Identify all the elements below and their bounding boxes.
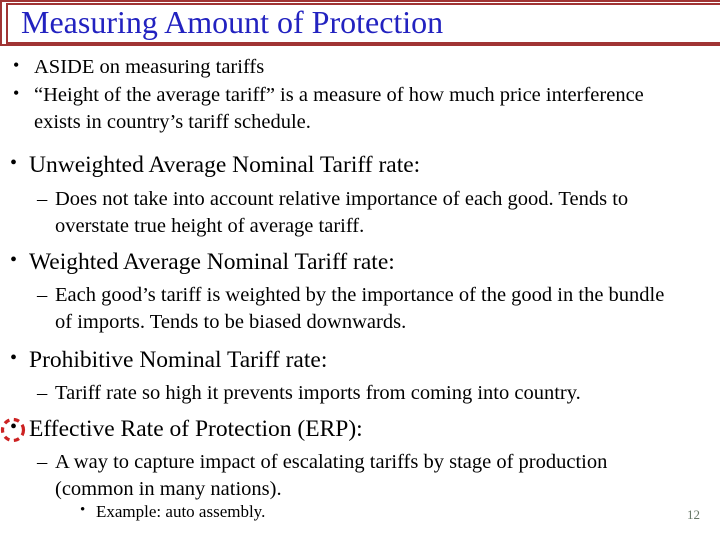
heading-erp-text: Effective Rate of Protection (ERP): (29, 416, 363, 442)
heading-weighted: • Weighted Average Nominal Tariff rate: (10, 247, 709, 278)
example-text: Example: auto assembly. (96, 502, 266, 521)
bullet-icon: • (10, 249, 18, 271)
example-bullet: • Example: auto assembly. (80, 501, 656, 523)
heading-erp: • Effective Rate of Protection (ERP): (10, 414, 709, 445)
dash-icon: – (37, 382, 48, 404)
heading-prohibitive: • Prohibitive Nominal Tariff rate: (10, 345, 709, 376)
dash-icon: – (37, 284, 48, 306)
detail-prohibitive-text: Tariff rate so high it prevents imports … (55, 382, 581, 404)
title-outer-border (0, 0, 720, 46)
bullet-icon: • (13, 83, 20, 103)
detail-unweighted: – Does not take into account relative im… (37, 186, 677, 240)
bullet-aside-text: ASIDE on measuring tariffs (34, 56, 265, 78)
detail-weighted: – Each good’s tariff is weighted by the … (37, 282, 677, 336)
bullet-icon: • (10, 152, 18, 174)
bullet-icon: • (80, 502, 86, 518)
detail-weighted-text: Each good’s tariff is weighted by the im… (55, 284, 665, 334)
dash-icon: – (37, 188, 48, 210)
heading-weighted-text: Weighted Average Nominal Tariff rate: (29, 249, 395, 275)
heading-unweighted-text: Unweighted Average Nominal Tariff rate: (29, 152, 421, 178)
bullet-icon: • (10, 347, 18, 369)
dash-icon: – (37, 451, 48, 473)
heading-prohibitive-text: Prohibitive Nominal Tariff rate: (29, 347, 328, 373)
bullet-height: • “Height of the average tariff” is a me… (13, 82, 654, 136)
detail-unweighted-text: Does not take into account relative impo… (55, 188, 629, 238)
bullet-icon: • (10, 416, 18, 438)
title-box: Measuring Amount of Protection (6, 3, 720, 44)
detail-prohibitive: – Tariff rate so high it prevents import… (37, 380, 677, 407)
page-number: 12 (687, 507, 700, 522)
bullet-icon: • (13, 55, 20, 75)
detail-erp-text: A way to capture impact of escalating ta… (55, 451, 608, 501)
bullet-aside: • ASIDE on measuring tariffs (13, 54, 654, 81)
bullet-height-text: “Height of the average tariff” is a meas… (34, 84, 644, 134)
detail-erp: – A way to capture impact of escalating … (37, 449, 677, 503)
heading-unweighted: • Unweighted Average Nominal Tariff rate… (10, 150, 709, 181)
slide-title: Measuring Amount of Protection (21, 4, 444, 40)
